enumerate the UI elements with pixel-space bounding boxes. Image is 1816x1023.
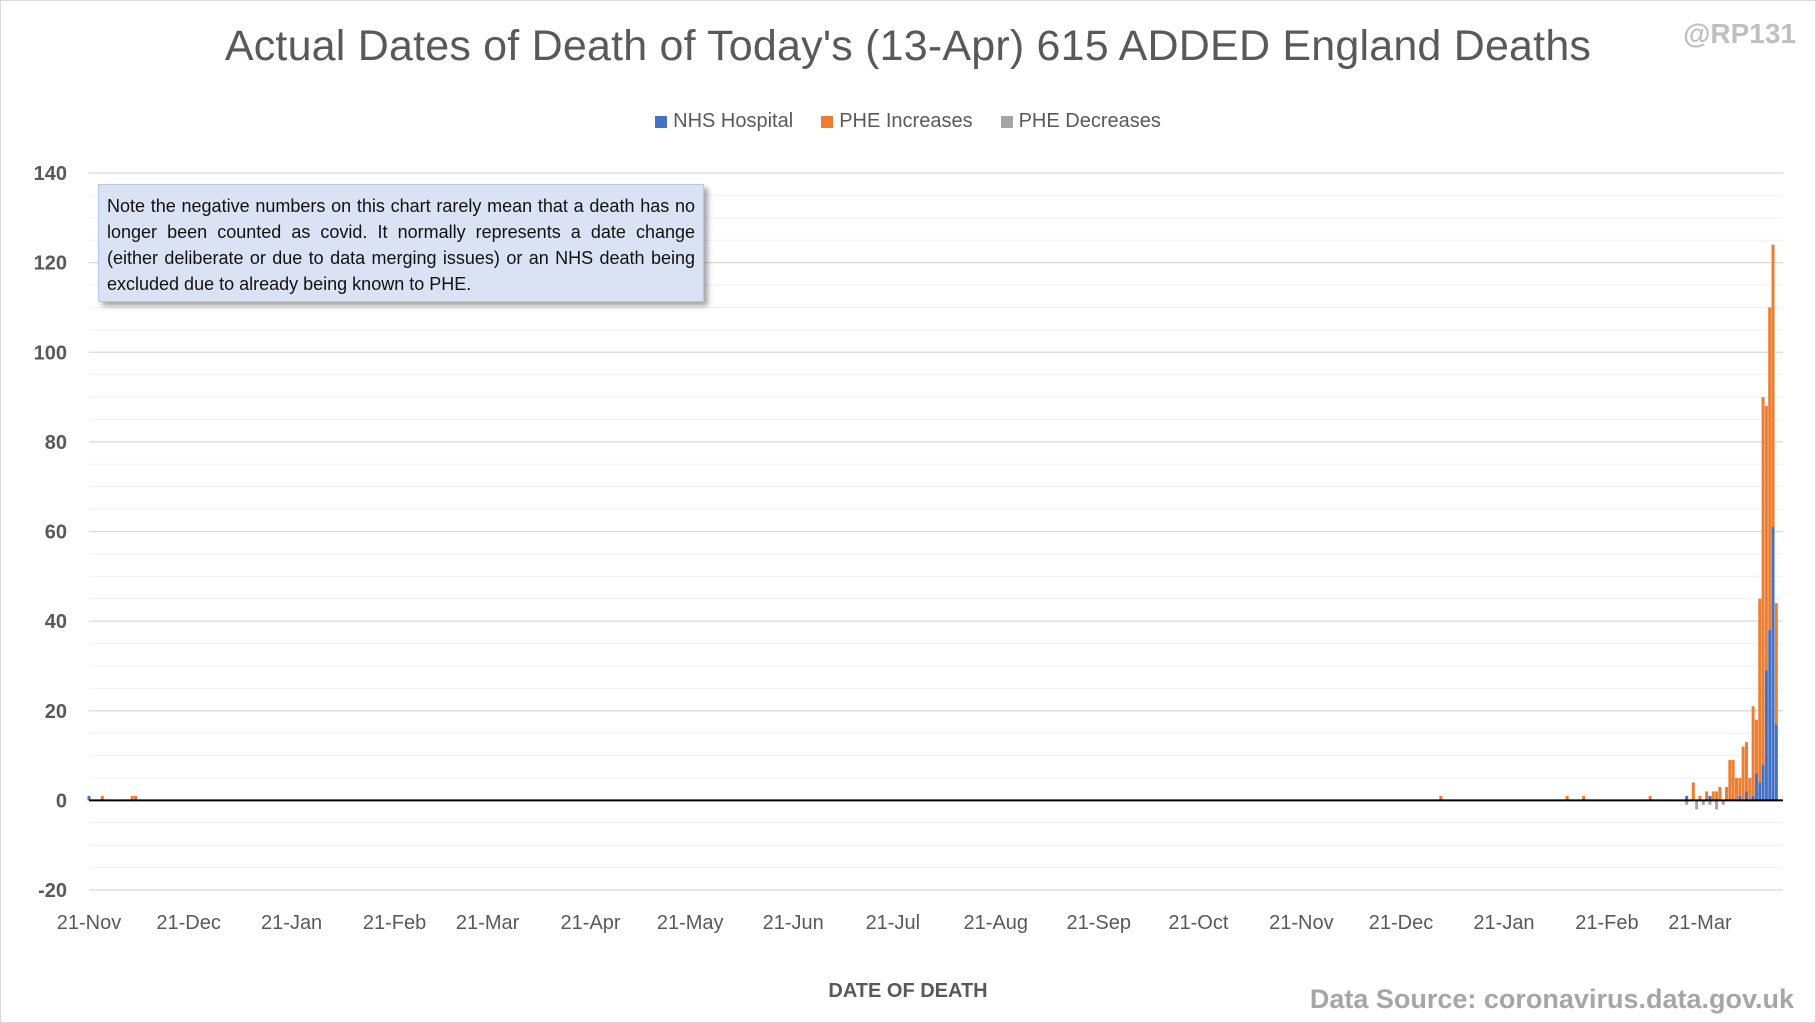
bar-phe-increase xyxy=(1725,786,1729,801)
bar-phe-decrease xyxy=(1715,800,1719,810)
bar-phe-increase xyxy=(1764,406,1768,671)
bar-phe-increase xyxy=(1771,244,1775,528)
bar-phe-decrease xyxy=(1721,800,1725,805)
bar-nhs-hospital xyxy=(1764,670,1768,801)
bar-phe-increase xyxy=(1715,791,1719,801)
bar-phe-decrease xyxy=(1708,800,1712,805)
bar-phe-increase xyxy=(1711,791,1715,801)
bar-phe-decrease xyxy=(1685,800,1689,805)
bar-phe-increase xyxy=(1768,307,1772,631)
bar-phe-increase xyxy=(1751,706,1755,796)
bar-nhs-hospital xyxy=(1761,764,1765,801)
y-tick-label: 40 xyxy=(45,611,67,633)
legend-label-phe-decreases: PHE Decreases xyxy=(1018,110,1161,132)
bar-nhs-hospital xyxy=(1774,724,1778,801)
bar-nhs-hospital xyxy=(1738,795,1742,801)
bar-phe-decrease xyxy=(1695,800,1699,810)
legend-swatch-phe-decreases xyxy=(1000,115,1013,128)
y-tick-label: 0 xyxy=(56,790,67,812)
y-tick-label: -20 xyxy=(38,880,67,902)
y-tick-label: 100 xyxy=(34,342,67,364)
x-tick-label: 21-Aug xyxy=(964,912,1029,934)
bar-phe-increase xyxy=(1774,603,1778,725)
x-axis-title: DATE OF DEATH xyxy=(828,980,988,1002)
chart-legend: NHS Hospital PHE Increases PHE Decreases xyxy=(0,110,1816,133)
legend-item-nhs: NHS Hospital xyxy=(655,110,793,133)
bar-phe-increase xyxy=(1761,397,1765,765)
x-tick-label: 21-Sep xyxy=(1067,912,1132,934)
x-tick-label: 21-Jan xyxy=(261,912,322,934)
y-tick-label: 140 xyxy=(34,163,67,185)
bar-phe-increase xyxy=(1439,795,1443,801)
bar-phe-increase xyxy=(100,795,104,801)
chart-annotation-note: Note the negative numbers on this chart … xyxy=(98,184,704,302)
x-tick-label: 21-Nov xyxy=(57,912,121,934)
legend-swatch-phe-increases xyxy=(821,115,834,128)
x-tick-label: 21-Feb xyxy=(1575,912,1638,934)
bar-phe-increase xyxy=(1748,777,1752,801)
x-tick-label: 21-Nov xyxy=(1269,912,1333,934)
chart-title: Actual Dates of Death of Today's (13-Apr… xyxy=(224,22,1592,70)
bar-nhs-hospital xyxy=(1708,795,1712,801)
x-tick-label: 21-Dec xyxy=(1369,912,1433,934)
bar-nhs-hospital xyxy=(1768,630,1772,801)
bar-phe-increase xyxy=(1741,746,1745,801)
x-tick-label: 21-Oct xyxy=(1168,912,1228,934)
y-tick-label: 20 xyxy=(45,701,67,723)
bar-phe-increase xyxy=(1754,719,1758,774)
bar-nhs-hospital xyxy=(1758,782,1762,801)
x-tick-label: 21-Apr xyxy=(561,912,621,934)
bar-phe-increase xyxy=(1705,791,1709,801)
x-tick-label: 21-Jul xyxy=(866,912,920,934)
x-tick-label: 21-Feb xyxy=(363,912,426,934)
data-source-credit: Data Source: coronavirus.data.gov.uk xyxy=(1309,984,1794,1014)
x-tick-label: 21-Mar xyxy=(1668,912,1732,934)
bar-nhs-hospital xyxy=(1685,795,1689,801)
legend-item-phe-increases: PHE Increases xyxy=(821,110,973,133)
bar-phe-increase xyxy=(1648,795,1652,801)
bar-phe-increase xyxy=(134,795,137,801)
x-tick-label: 21-Dec xyxy=(156,912,220,934)
bar-phe-increase xyxy=(1744,742,1748,792)
bar-phe-decrease xyxy=(1701,800,1705,805)
x-tick-label: 21-Jan xyxy=(1473,912,1534,934)
x-tick-label: 21-Mar xyxy=(456,912,520,934)
bar-nhs-hospital xyxy=(1754,773,1758,801)
author-handle: @RP131 xyxy=(1683,18,1796,49)
bar-phe-increase xyxy=(1738,777,1742,796)
bar-phe-increase xyxy=(1728,760,1732,801)
bar-phe-increase xyxy=(1718,786,1722,801)
legend-swatch-nhs xyxy=(655,115,668,128)
bar-nhs-hospital xyxy=(1771,527,1775,801)
legend-item-phe-decreases: PHE Decreases xyxy=(1000,110,1161,133)
bar-phe-increase xyxy=(130,795,134,801)
bar-nhs-hospital xyxy=(1751,795,1755,801)
y-tick-label: 80 xyxy=(45,432,67,454)
bar-phe-increase xyxy=(1758,598,1762,783)
bar-phe-increase xyxy=(1565,795,1569,801)
bar-phe-increase xyxy=(1735,777,1738,801)
x-tick-label: 21-Jun xyxy=(763,912,824,934)
x-tick-label: 21-May xyxy=(657,912,724,934)
bar-nhs-hospital xyxy=(87,795,91,801)
bar-phe-increase xyxy=(1731,760,1735,801)
legend-label-nhs: NHS Hospital xyxy=(673,110,794,132)
legend-label-phe-increases: PHE Increases xyxy=(839,110,973,132)
bar-phe-increase xyxy=(1698,795,1702,801)
bar-phe-increase xyxy=(1582,795,1586,801)
y-tick-label: 60 xyxy=(45,522,67,544)
y-tick-label: 120 xyxy=(34,253,67,275)
bar-phe-increase xyxy=(1691,782,1695,801)
bar-nhs-hospital xyxy=(1744,791,1748,801)
